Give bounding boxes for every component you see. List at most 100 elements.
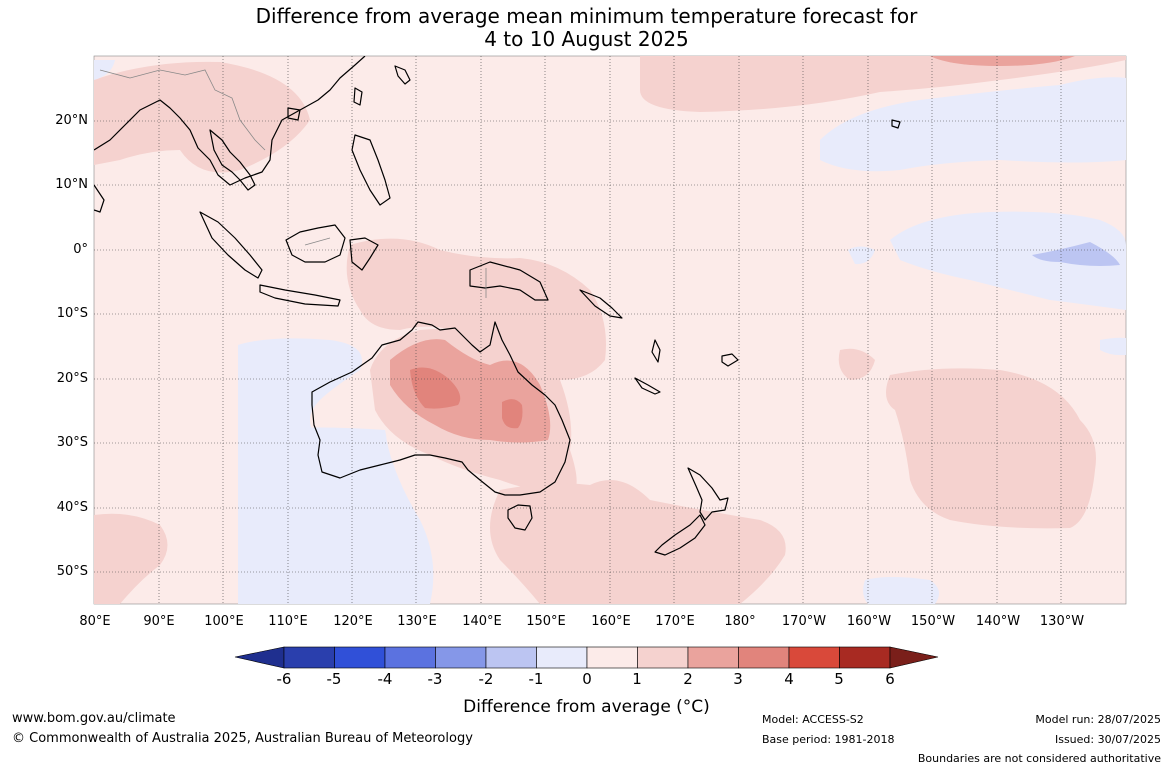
colorbar-bin-m6 xyxy=(283,646,335,669)
lon-label-130w: 130°W xyxy=(1039,614,1085,629)
colorbar-bin-m3 xyxy=(435,646,487,669)
java-coastline xyxy=(259,284,341,307)
colorbar-bin-5 xyxy=(839,646,891,669)
colorbar-bin-m1 xyxy=(536,646,588,669)
lon-label-150e: 150°E xyxy=(526,614,566,629)
map-gridlines xyxy=(94,56,1126,604)
lat-label-50s: 50°S xyxy=(56,564,88,579)
lon-label-170w: 170°W xyxy=(781,614,827,629)
colorbar-tick-5: 5 xyxy=(834,670,844,688)
colorbar-tick-1: 1 xyxy=(632,670,642,688)
base-period: Base period: 1981-2018 xyxy=(762,733,895,746)
lat-label-30s: 30°S xyxy=(56,435,88,450)
colorbar xyxy=(234,646,939,669)
asia-coastline xyxy=(94,56,366,186)
new-caledonia-coastline xyxy=(634,377,661,395)
lat-label-20n: 20°N xyxy=(55,113,88,128)
boundaries-disclaimer: Boundaries are not considered authoritat… xyxy=(917,752,1161,765)
warm-region-central-pacific xyxy=(838,348,875,380)
map-title-line1: Difference from average mean minimum tem… xyxy=(255,4,918,28)
lon-label-180: 180° xyxy=(724,614,756,629)
colorbar-tick-m3: -3 xyxy=(427,670,443,688)
anomaly-contours xyxy=(94,56,1126,604)
colorbar-tick-6: 6 xyxy=(885,670,895,688)
map-title-line2: 4 to 10 August 2025 xyxy=(484,27,689,51)
warm-region-north-pacific-core xyxy=(930,56,1075,66)
colorbar-tick-2: 2 xyxy=(683,670,693,688)
cool-region-small-pacific xyxy=(848,246,875,265)
colorbar-extend-high xyxy=(889,646,939,669)
colorbar-tick-m6: -6 xyxy=(276,670,292,688)
borneo-border xyxy=(304,237,331,246)
borneo-coastline xyxy=(285,224,346,263)
colorbar-tick-3: 3 xyxy=(733,670,743,688)
country-borders xyxy=(99,69,487,298)
lon-label-160e: 160°E xyxy=(591,614,631,629)
cool-region-north-pacific xyxy=(820,77,1126,172)
colorbar-tick-0: 0 xyxy=(582,670,592,688)
colorbar-tick-m1: -1 xyxy=(528,670,544,688)
australia-coastline xyxy=(311,321,571,496)
new-guinea-coastline xyxy=(469,261,549,301)
cool-region-south-pacific xyxy=(863,577,939,604)
cool-core-pacific xyxy=(1032,242,1120,266)
sulawesi-coastline xyxy=(349,237,379,271)
hot-core-west xyxy=(410,367,461,409)
taiwan-coastline xyxy=(353,87,363,106)
lon-label-140w: 140°W xyxy=(975,614,1021,629)
lon-label-150w: 150°W xyxy=(910,614,956,629)
warm-region-north-pacific xyxy=(640,56,1126,112)
website-link[interactable]: www.bom.gov.au/climate xyxy=(12,711,176,726)
coastlines xyxy=(94,56,901,556)
copyright-text: © Commonwealth of Australia 2025, Austra… xyxy=(12,731,473,746)
colorbar-bin-m4 xyxy=(384,646,436,669)
lat-label-40s: 40°S xyxy=(56,500,88,515)
sumatra-coastline xyxy=(199,211,263,279)
lon-label-160w: 160°W xyxy=(846,614,892,629)
colorbar-tick-m5: -5 xyxy=(326,670,342,688)
asia-borders xyxy=(99,69,266,151)
lat-label-20s: 20°S xyxy=(56,371,88,386)
colorbar-bin-2 xyxy=(687,646,739,669)
warm-region-southwest xyxy=(94,513,168,604)
hainan-coastline xyxy=(287,107,301,121)
lon-label-80e: 80°E xyxy=(79,614,111,629)
warm-region-asia xyxy=(94,61,310,173)
lat-label-equator: 0° xyxy=(73,242,88,257)
colorbar-bin-1 xyxy=(637,646,689,669)
solomon-islands-coastline xyxy=(579,289,623,319)
colorbar-bin-m5 xyxy=(334,646,386,669)
hot-core-east xyxy=(502,399,523,429)
new-zealand-north-coastline xyxy=(687,467,729,521)
cool-region-bight xyxy=(340,485,368,497)
colorbar-label: Difference from average (°C) xyxy=(463,697,710,717)
lon-label-130e: 130°E xyxy=(397,614,437,629)
philippines-coastline xyxy=(351,134,391,206)
tasmania-coastline xyxy=(507,504,533,531)
model-run-date: Model run: 28/07/2025 xyxy=(1035,713,1161,726)
warm-region-tasman xyxy=(490,480,786,604)
cool-region-asia-corner xyxy=(94,60,115,80)
colorbar-bin-3 xyxy=(738,646,790,669)
japan-coastline xyxy=(394,65,411,85)
lon-label-90e: 90°E xyxy=(143,614,175,629)
lon-label-100e: 100°E xyxy=(204,614,244,629)
indochina-coastline xyxy=(209,129,256,191)
colorbar-bin-0 xyxy=(586,646,638,669)
cool-region-indian-south xyxy=(247,427,434,604)
vanuatu-coastline xyxy=(651,339,661,363)
lat-label-10n: 10°N xyxy=(55,177,88,192)
lon-label-120e: 120°E xyxy=(333,614,373,629)
india-coastline xyxy=(94,184,105,213)
model-name: Model: ACCESS-S2 xyxy=(762,713,864,726)
lat-label-10s: 10°S xyxy=(56,306,88,321)
colorbar-tick-m4: -4 xyxy=(377,670,393,688)
warm-region-maritime xyxy=(346,238,606,380)
new-zealand-south-coastline xyxy=(654,514,706,556)
lon-label-140e: 140°E xyxy=(462,614,502,629)
cool-region-southeast xyxy=(1100,337,1126,356)
lon-label-170e: 170°E xyxy=(655,614,695,629)
hawaii-coastline xyxy=(891,119,901,129)
colorbar-extend-low xyxy=(234,646,285,669)
